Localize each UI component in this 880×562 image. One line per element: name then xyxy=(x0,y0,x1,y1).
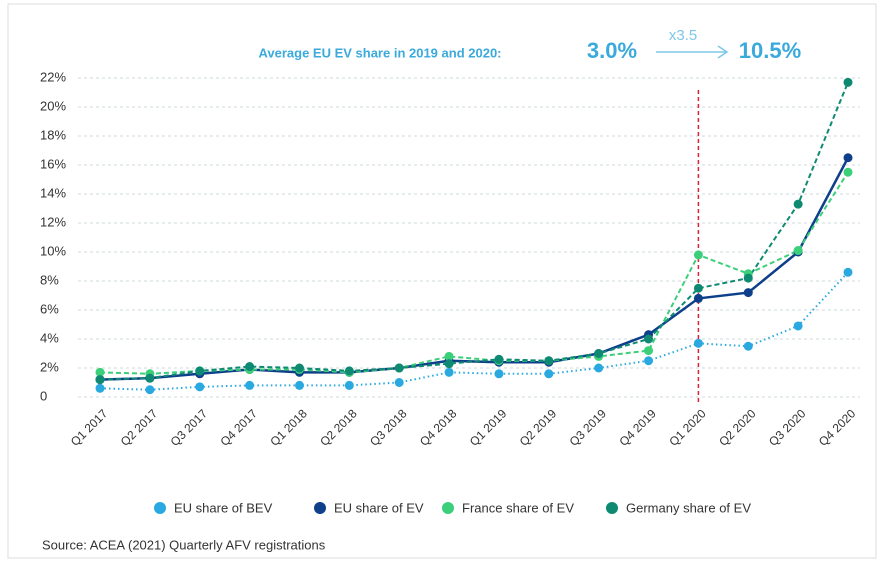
series-line xyxy=(99,171,849,375)
data-point xyxy=(743,341,753,351)
legend-marker xyxy=(154,502,166,514)
legend-label: Germany share of EV xyxy=(626,500,751,515)
x-tick-label: Q3 2018 xyxy=(367,406,410,449)
legend-marker xyxy=(442,502,454,514)
source: Source: ACEA (2021) Quarterly AFV regist… xyxy=(42,537,326,552)
data-point xyxy=(394,378,404,387)
data-point xyxy=(793,199,803,209)
data-point xyxy=(693,338,703,348)
data-point xyxy=(344,366,354,376)
x-tick-label: Q4 2019 xyxy=(616,406,659,449)
y-tick-label: 14% xyxy=(40,185,66,200)
data-point xyxy=(594,349,604,358)
data-point xyxy=(145,373,155,383)
x-tick-label: Q1 2017 xyxy=(68,406,111,449)
annotation-label: Average EU EV share in 2019 and 2020: xyxy=(258,45,501,60)
y-tick-label: 6% xyxy=(40,301,59,316)
data-point xyxy=(644,356,654,366)
legend-label: France share of EV xyxy=(462,500,574,515)
legend-marker xyxy=(606,502,618,514)
data-point xyxy=(195,366,205,376)
data-point xyxy=(394,363,404,373)
x-tick-label: Q3 2020 xyxy=(766,406,809,449)
annotation-arrow xyxy=(656,45,729,59)
x-tick-label: Q4 2020 xyxy=(816,406,859,449)
y-tick-label: 18% xyxy=(40,127,66,142)
data-point xyxy=(245,380,255,390)
data-point xyxy=(693,250,703,260)
data-point xyxy=(793,321,803,331)
data-point xyxy=(693,283,703,293)
data-point xyxy=(95,383,105,393)
x-tick-label: Q2 2018 xyxy=(317,406,360,449)
data-point xyxy=(145,385,155,395)
y-tick-label: 2% xyxy=(40,359,59,374)
x-tick-label: Q2 2019 xyxy=(517,406,560,449)
data-point xyxy=(693,293,703,303)
annotation-to: 10.5% xyxy=(739,38,801,63)
series-line xyxy=(99,81,849,381)
x-tick-label: Q4 2018 xyxy=(417,406,460,449)
data-point xyxy=(743,273,753,283)
data-point xyxy=(494,369,504,379)
data-point xyxy=(245,362,255,372)
x-tick-label: Q3 2019 xyxy=(567,406,610,449)
data-point xyxy=(843,153,853,163)
x-tick-label: Q4 2017 xyxy=(218,406,261,449)
y-tick-label: 20% xyxy=(40,98,66,113)
frame xyxy=(7,3,877,559)
data-point xyxy=(743,288,753,298)
annotation-from: 3.0% xyxy=(587,38,637,63)
data-point xyxy=(344,380,354,390)
y-tick-label: 8% xyxy=(40,272,59,287)
data-point xyxy=(644,346,654,356)
data-point xyxy=(544,356,554,366)
legend-label: EU share of BEV xyxy=(174,500,273,515)
data-point xyxy=(843,267,853,277)
data-point xyxy=(494,354,504,364)
x-tick-label: Q1 2018 xyxy=(267,406,310,449)
annotation-factor: x3.5 xyxy=(669,27,697,44)
legend-marker xyxy=(314,502,326,514)
x-tick-label: Q1 2019 xyxy=(467,406,510,449)
data-point xyxy=(793,246,803,256)
data-point xyxy=(95,375,105,385)
x-tick-label: Q2 2020 xyxy=(716,406,759,449)
data-point xyxy=(843,167,853,177)
y-tick-label: 4% xyxy=(40,330,59,345)
series-line xyxy=(99,157,850,381)
data-point xyxy=(444,367,454,377)
y-tick-label: 10% xyxy=(40,243,66,258)
data-point xyxy=(294,380,304,390)
data-point xyxy=(644,334,654,344)
data-point xyxy=(294,363,304,373)
data-point xyxy=(95,367,105,377)
y-tick-label: 12% xyxy=(40,214,66,229)
y-tick-label: 16% xyxy=(40,156,66,171)
legend-label: EU share of EV xyxy=(334,500,424,515)
data-point xyxy=(444,351,454,361)
data-point xyxy=(594,363,604,373)
data-point xyxy=(843,77,853,87)
x-tick-label: Q1 2020 xyxy=(666,406,709,449)
x-tick-label: Q2 2017 xyxy=(118,406,161,449)
data-point xyxy=(195,382,205,392)
x-tick-label: Q3 2017 xyxy=(168,406,211,449)
data-point xyxy=(544,369,554,379)
data-point xyxy=(444,359,454,369)
y-tick-label: 22% xyxy=(40,69,66,84)
y-tick-label: 0 xyxy=(40,388,47,403)
